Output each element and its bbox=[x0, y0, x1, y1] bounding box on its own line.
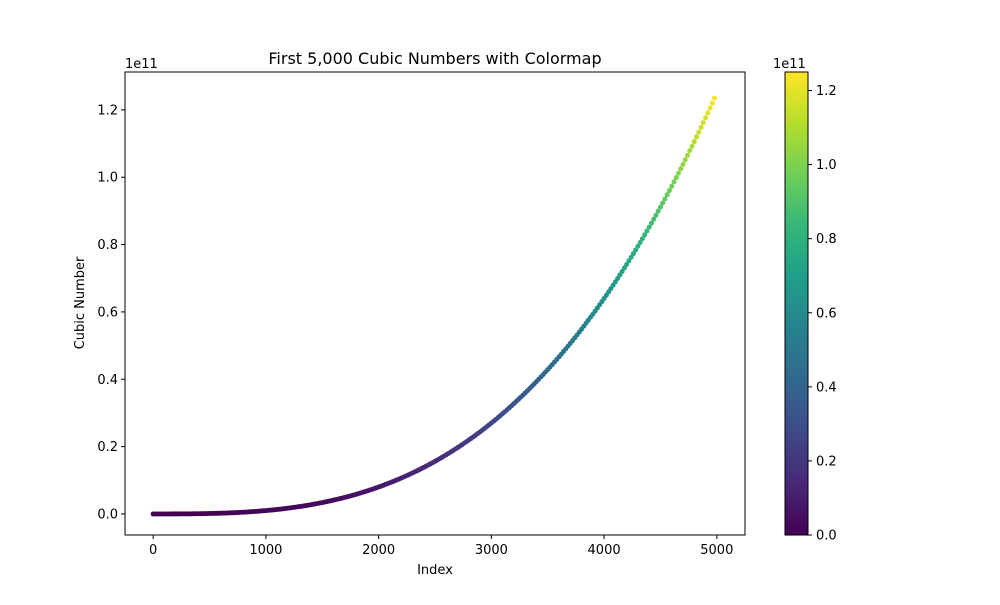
scatter-point bbox=[675, 170, 681, 176]
x-tick-label: 4000 bbox=[588, 543, 621, 558]
scatter-point bbox=[703, 115, 709, 121]
scatter-point bbox=[626, 258, 632, 264]
scatter-point bbox=[628, 254, 634, 260]
scatter-point bbox=[644, 228, 650, 234]
scatter-point bbox=[642, 232, 648, 238]
scatter-point bbox=[673, 175, 679, 181]
y-tick-label: 0.6 bbox=[97, 305, 118, 320]
scatter-point bbox=[633, 247, 639, 253]
colorbar-tick-label: 0.6 bbox=[816, 306, 837, 321]
y-tick-label: 0.2 bbox=[97, 440, 118, 455]
scatter-point bbox=[687, 148, 693, 154]
y-tick-label: 1.0 bbox=[97, 171, 118, 186]
x-tick-label: 1000 bbox=[249, 543, 282, 558]
scatter-point bbox=[707, 105, 713, 111]
x-axis: 0 1000 2000 3000 4000 5000 bbox=[149, 535, 733, 558]
scatter-point bbox=[651, 216, 657, 222]
scatter-point bbox=[630, 251, 636, 257]
colorbar-tick-label: 0.2 bbox=[816, 454, 837, 469]
scatter-point bbox=[691, 139, 697, 145]
scatter-point bbox=[664, 192, 670, 198]
y-tick-label: 1.2 bbox=[97, 103, 118, 118]
scatter-point bbox=[682, 157, 688, 163]
colorbar bbox=[784, 71, 809, 536]
chart-title: First 5,000 Cubic Numbers with Colormap bbox=[268, 49, 601, 68]
scatter-point bbox=[680, 161, 686, 167]
scatter-point bbox=[666, 187, 672, 193]
y-tick-label: 0.8 bbox=[97, 238, 118, 253]
scatter-point bbox=[646, 224, 652, 230]
scatter-points bbox=[150, 95, 718, 517]
scatter-point bbox=[696, 129, 702, 135]
scatter-point bbox=[635, 243, 641, 249]
scatter-point bbox=[712, 95, 718, 101]
scatter-point bbox=[689, 143, 695, 149]
y-tick-label: 0.0 bbox=[97, 507, 118, 522]
scatter-point bbox=[660, 200, 666, 206]
colorbar-tick-label: 0.0 bbox=[816, 529, 837, 544]
scatter-point bbox=[662, 196, 668, 202]
scatter-point bbox=[685, 152, 691, 158]
x-tick-label: 2000 bbox=[362, 543, 395, 558]
x-axis-title: Index bbox=[417, 563, 453, 578]
colorbar-tick-label: 1.0 bbox=[816, 158, 837, 173]
scatter-point bbox=[624, 261, 630, 267]
scatter-point bbox=[705, 110, 711, 116]
y-tick-label: 0.4 bbox=[97, 373, 118, 388]
scatter-point bbox=[648, 220, 654, 226]
colorbar-offset-label: 1e11 bbox=[773, 57, 806, 72]
scatter-point bbox=[698, 124, 704, 130]
scatter-point bbox=[621, 265, 627, 271]
scatter-point bbox=[694, 134, 700, 140]
y-axis: 0.0 0.2 0.4 0.6 0.8 1.0 1.2 bbox=[97, 103, 125, 522]
x-tick-label: 0 bbox=[149, 543, 157, 558]
scatter-point bbox=[657, 204, 663, 210]
y-axis-title: Cubic Number bbox=[73, 256, 88, 349]
colorbar-tick-label: 1.2 bbox=[816, 84, 837, 99]
scatter-point bbox=[678, 166, 684, 172]
colorbar-tick-label: 0.8 bbox=[816, 232, 837, 247]
x-tick-label: 5000 bbox=[700, 543, 733, 558]
scatter-point bbox=[637, 239, 643, 245]
y-axis-offset-label: 1e11 bbox=[125, 57, 158, 72]
scatter-point bbox=[669, 183, 675, 189]
scatter-point bbox=[639, 236, 645, 242]
colorbar-axis: 0.0 0.2 0.4 0.6 0.8 1.0 1.2 bbox=[808, 84, 837, 544]
scatter-point bbox=[700, 120, 706, 126]
plot-area-frame bbox=[124, 71, 746, 536]
scatter-point bbox=[709, 100, 715, 106]
scatter-point bbox=[671, 179, 677, 185]
scatter-point bbox=[655, 208, 661, 214]
scatter-point bbox=[653, 212, 659, 218]
colorbar-tick-label: 0.4 bbox=[816, 380, 837, 395]
x-tick-label: 3000 bbox=[475, 543, 508, 558]
